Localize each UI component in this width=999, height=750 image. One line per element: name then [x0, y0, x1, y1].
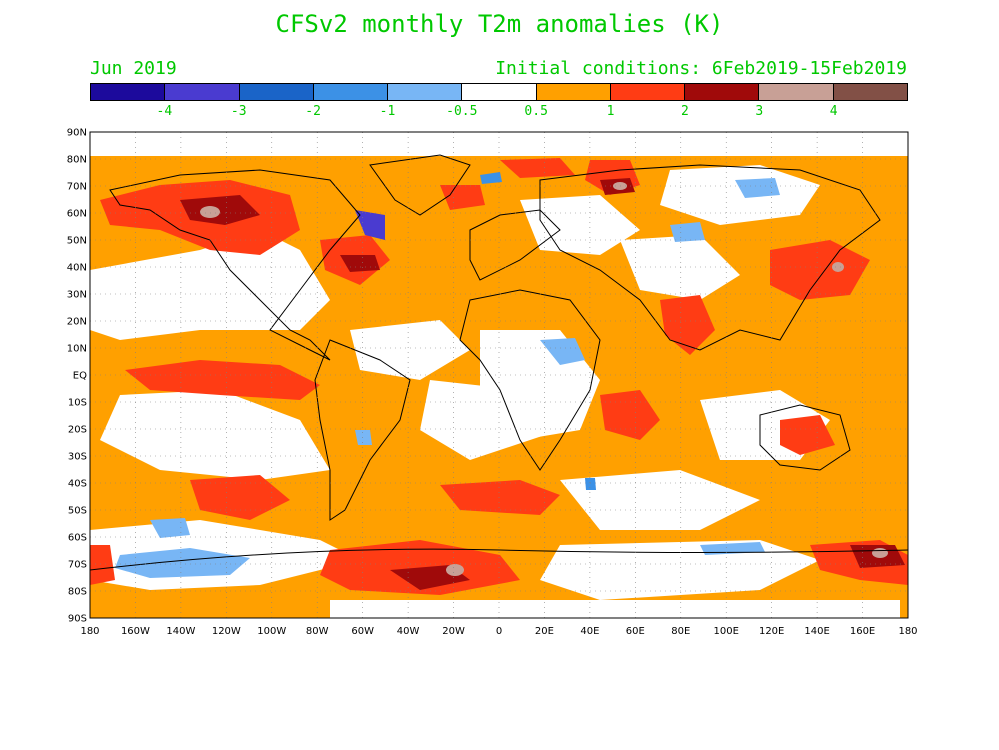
longitude-label: 120E — [759, 626, 784, 637]
colorbar-swatch — [833, 84, 907, 100]
colorbar-swatch — [388, 84, 463, 100]
map-frame — [89, 131, 909, 619]
latitude-label: 20N — [67, 317, 87, 328]
latitude-label: 60S — [68, 533, 87, 544]
longitude-label: 160E — [850, 626, 875, 637]
colorbar-swatch — [462, 84, 537, 100]
colorbar-swatch — [165, 84, 240, 100]
latitude-label: 70N — [67, 182, 87, 193]
colorbar-label: -1 — [379, 104, 396, 119]
forecast-month: Jun 2019 — [90, 58, 177, 79]
longitude-label: 40W — [397, 626, 420, 637]
colorbar-swatch — [313, 84, 389, 100]
latitude-label: 80N — [67, 155, 87, 166]
colorbar — [90, 83, 908, 101]
latitude-label: 40S — [68, 479, 87, 490]
latitude-label: 40N — [67, 263, 87, 274]
coastlines — [90, 154, 908, 571]
longitude-label: 100W — [257, 626, 286, 637]
longitude-label: 80E — [671, 626, 690, 637]
colorbar-label: 4 — [829, 104, 838, 119]
longitude-label: 60W — [351, 626, 374, 637]
latitude-label: 80S — [68, 587, 87, 598]
longitude-label: 0 — [496, 626, 502, 637]
longitude-label: 140E — [804, 626, 829, 637]
latitude-label: 10S — [68, 398, 87, 409]
longitude-label: 40E — [580, 626, 599, 637]
longitude-label: 100E — [714, 626, 739, 637]
colorbar-label: -0.5 — [446, 104, 478, 119]
colorbar-labels: -4 -3 -2 -1 -0.5 0.5 1 2 3 4 — [90, 104, 908, 120]
initial-conditions: Initial conditions: 6Feb2019-15Feb2019 — [495, 58, 907, 79]
colorbar-swatch — [239, 84, 314, 100]
colorbar-label: -2 — [305, 104, 321, 119]
latitude-label: 10N — [67, 344, 87, 355]
colorbar-label: 3 — [755, 104, 764, 119]
latitude-label: 90S — [68, 614, 87, 625]
longitude-labels: 180 160W 140W 120W 100W 80W 60W 40W 20W 0 20E 40E 60… — [80, 626, 917, 637]
longitude-label: 80W — [306, 626, 329, 637]
latitude-label: 50S — [68, 506, 87, 517]
map-title: CFSv2 monthly T2m anomalies (K) — [275, 10, 724, 38]
longitude-label: 140W — [166, 626, 195, 637]
latitude-label: 30N — [67, 290, 87, 301]
latitude-label: 20S — [68, 425, 87, 436]
longitude-label: 180 — [898, 626, 917, 637]
longitude-label: 160W — [121, 626, 150, 637]
longitude-label: 120W — [212, 626, 241, 637]
colorbar-label: 2 — [680, 104, 689, 119]
colorbar-swatch — [685, 84, 760, 100]
longitude-label: 60E — [626, 626, 645, 637]
colorbar-label: 0.5 — [524, 104, 548, 119]
latitude-label: 60N — [67, 209, 87, 220]
latitude-label: 90N — [67, 128, 87, 139]
graticule — [90, 132, 908, 618]
latitude-label: 30S — [68, 452, 87, 463]
neutral-regions — [90, 132, 908, 618]
longitude-label: 20E — [535, 626, 554, 637]
longitude-label: 20W — [442, 626, 465, 637]
longitude-label: 180 — [80, 626, 99, 637]
colorbar-swatch — [91, 84, 166, 100]
colorbar-label: 1 — [606, 104, 615, 119]
colorbar-swatch — [759, 84, 834, 100]
colorbar-swatch — [536, 84, 611, 100]
colorbar-swatch — [610, 84, 686, 100]
latitude-labels: 90N 80N 70N 60N 50N 40N 30N 20N 10N EQ 10S 20S 30S 40… — [67, 128, 87, 625]
latitude-label: EQ — [73, 371, 87, 382]
latitude-label: 50N — [67, 236, 87, 247]
cool-anomaly-regions — [115, 172, 780, 578]
colorbar-label: -4 — [156, 104, 173, 119]
latitude-label: 70S — [68, 560, 87, 571]
colorbar-label: -3 — [230, 104, 247, 119]
